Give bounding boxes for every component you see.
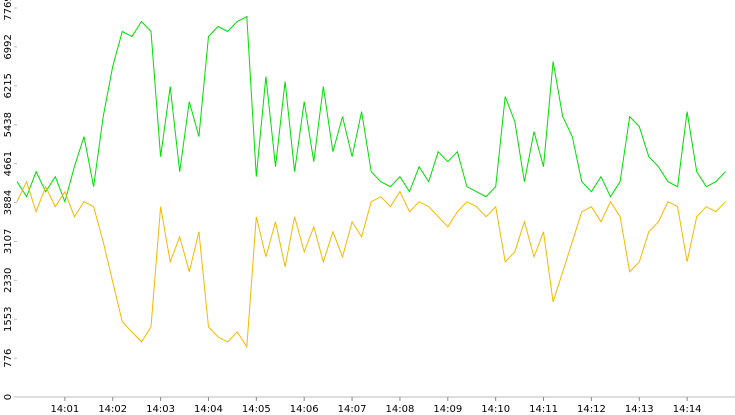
x-tick-label: 14:14 <box>673 404 702 415</box>
x-tick-label: 14:13 <box>625 404 654 415</box>
y-tick-label: 3107 <box>3 229 14 254</box>
x-tick-label: 14:01 <box>50 404 79 415</box>
y-tick-label: 7769 <box>3 0 14 21</box>
x-tick-label: 14:03 <box>146 404 175 415</box>
x-tick-label: 14:06 <box>290 404 319 415</box>
x-tick-label: 14:04 <box>194 404 223 415</box>
y-tick-label: 6215 <box>3 73 14 98</box>
x-tick-label: 14:07 <box>338 404 367 415</box>
y-tick-label: 1553 <box>3 307 14 332</box>
y-tick-label: 3884 <box>3 190 14 215</box>
y-tick-label: 5438 <box>3 112 14 137</box>
x-tick-label: 14:05 <box>242 404 271 415</box>
x-tick-label: 14:02 <box>98 404 127 415</box>
series-line <box>16 15 726 204</box>
x-tick-label: 14:10 <box>481 404 510 415</box>
x-tick-label: 14:12 <box>577 404 606 415</box>
y-tick-label: 776 <box>3 349 14 368</box>
x-tick-label: 14:08 <box>386 404 415 415</box>
y-tick-label: 2330 <box>3 268 14 293</box>
y-tick-label: 0 <box>3 394 14 400</box>
y-tick-label: 6992 <box>3 34 14 59</box>
y-tick-label: 4661 <box>3 151 14 176</box>
x-tick-label: 14:09 <box>433 404 462 415</box>
series-line <box>16 180 726 349</box>
x-tick-label: 14:11 <box>529 404 558 415</box>
